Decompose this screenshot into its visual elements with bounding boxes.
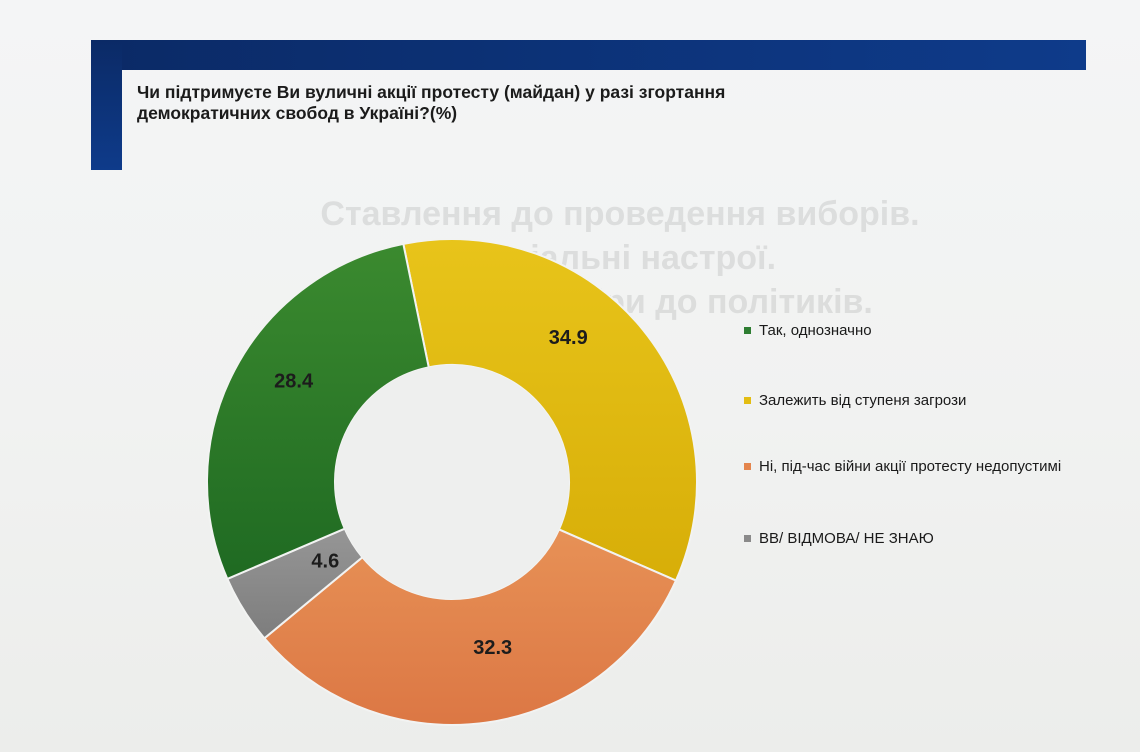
legend-swatch-3: [744, 463, 751, 470]
legend-label-4: ВВ/ ВІДМОВА/ НЕ ЗНАЮ: [759, 530, 934, 547]
legend-label-1: Так, однозначно: [759, 322, 872, 339]
data-label-1: 28.4: [274, 371, 314, 393]
data-label-3: 32.3: [473, 637, 512, 659]
legend-swatch-1: [744, 327, 751, 334]
legend-item-4: ВВ/ ВІДМОВА/ НЕ ЗНАЮ: [744, 530, 934, 547]
chart-title: Чи підтримуєте Ви вуличні акції протесту…: [137, 82, 726, 123]
data-label-2: 34.9: [549, 327, 588, 349]
header-accent-bar: [91, 40, 122, 170]
legend-swatch-4: [744, 535, 751, 542]
legend-label-3: Ні, під-час війни акції протесту недопус…: [759, 458, 1062, 475]
legend-item-3: Ні, під-час війни акції протесту недопус…: [744, 458, 1061, 475]
header-bar: [96, 40, 1086, 70]
donut-hole: [335, 365, 569, 599]
legend-item-2: Залежить від ступеня загрози: [744, 392, 966, 409]
legend-swatch-2: [744, 397, 751, 404]
data-label-4: 4.6: [311, 550, 339, 572]
legend-item-1: Так, однозначно: [744, 322, 872, 339]
legend-label-2: Залежить від ступеня загрози: [759, 392, 967, 409]
